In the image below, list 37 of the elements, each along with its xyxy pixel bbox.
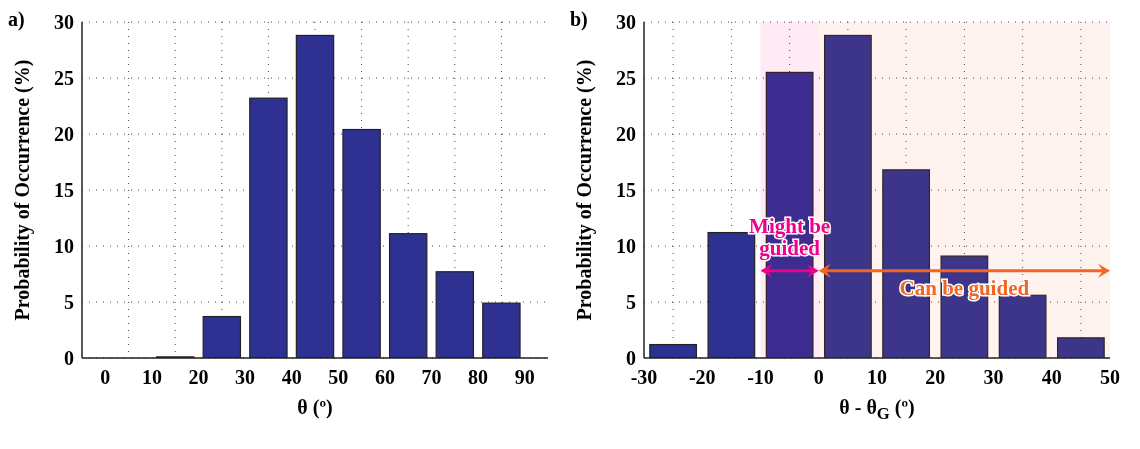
y-tick-label: 5 [64, 291, 74, 314]
x-tick-label: -10 [747, 366, 774, 389]
y-tick-label: 20 [54, 123, 74, 146]
y-tick-label: 25 [616, 67, 636, 90]
x-axis-title: θ (º) [296, 396, 334, 419]
x-axis-title: θ - θ$_{G}$ (º) [838, 396, 916, 424]
y-tick-label: 30 [54, 11, 74, 34]
x-tick-label: 80 [468, 366, 489, 389]
y-tick-label: 30 [616, 11, 636, 34]
x-tick-label: 50 [1100, 366, 1120, 389]
x-tick-label: 30 [983, 366, 1004, 389]
x-tick-label: 10 [867, 366, 887, 389]
y-tick-label: 15 [616, 179, 636, 202]
x-tick-label: 0 [100, 366, 111, 389]
x-tick-label: -20 [688, 366, 716, 389]
y-tick-label: 0 [64, 347, 74, 370]
x-tick-label: 20 [188, 366, 209, 389]
x-tick-label: 20 [925, 366, 946, 389]
y-tick-label: 20 [616, 123, 636, 146]
chart-title: a) [8, 8, 25, 31]
y-tick-label: 5 [626, 291, 636, 314]
x-tick-label: 60 [374, 366, 395, 389]
y-tick-label: 10 [54, 235, 74, 258]
y-tick-label: 25 [54, 67, 74, 90]
y-tick-label: 10 [616, 235, 636, 258]
x-tick-label: 70 [421, 366, 442, 389]
x-tick-label: 40 [1041, 366, 1062, 389]
y-axis-title: Probability of Occurrence (%) [572, 59, 596, 321]
x-tick-label: 90 [514, 366, 535, 389]
chart-title: b) [570, 8, 588, 31]
x-tick-label: 10 [141, 366, 162, 389]
x-tick-label: 30 [235, 366, 256, 389]
x-tick-label: 50 [328, 366, 349, 389]
y-tick-label: 15 [54, 179, 74, 202]
x-tick-label: 0 [813, 366, 824, 389]
y-axis-title: Probability of Occurrence (%) [10, 59, 34, 321]
x-tick-label: 40 [281, 366, 302, 389]
